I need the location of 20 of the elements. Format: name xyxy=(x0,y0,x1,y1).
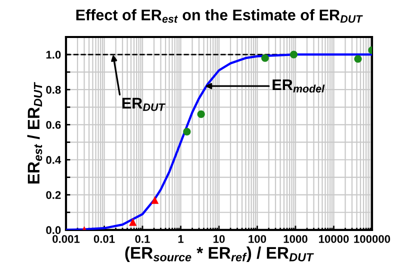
y-tick-label: 0.2 xyxy=(46,191,61,199)
y-tick-label: 0.6 xyxy=(46,120,61,129)
chart-title: Effect of ER$_{est}$ on the Estimate of ER$_{DUT}$ xyxy=(76,9,363,23)
y-tick-label: 0.8 xyxy=(46,86,61,94)
x-axis-title: (ER$_{source}$ * ER$_{ref}$) / ER$_{DUT}$ xyxy=(125,246,314,262)
x-tick-label: 10 xyxy=(214,235,225,243)
y-axis-title: ER$_{est}$ / ER$_{DUT}$ xyxy=(27,82,42,184)
x-tick-label: 0.1 xyxy=(135,235,150,243)
x-tick-label: 100 xyxy=(248,235,266,243)
x-tick-label: 1000 xyxy=(284,235,308,243)
x-tick-label: 0.01 xyxy=(94,235,115,243)
x-tick-label: 100000 xyxy=(354,235,390,243)
y-tick-label: 0.4 xyxy=(46,156,62,164)
y-tick-label: 0.0 xyxy=(46,226,61,234)
x-tick-label: 1 xyxy=(178,235,184,243)
x-tick-label: 10000 xyxy=(319,235,349,243)
x-tick-label: 0.001 xyxy=(52,235,80,243)
annotation: ER$_{model}$ xyxy=(272,80,325,93)
y-tick-label: 1.0 xyxy=(46,50,61,59)
annotation: ER$_{DUT}$ xyxy=(122,98,166,111)
